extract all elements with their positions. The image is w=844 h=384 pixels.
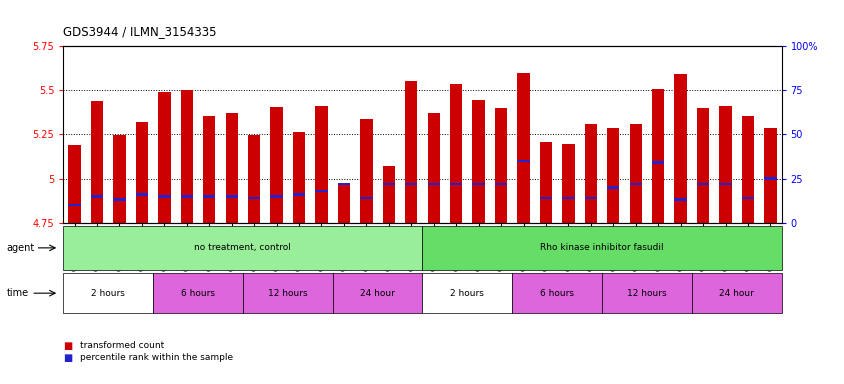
Bar [91, 101, 103, 223]
Bar [584, 197, 597, 199]
Bar [763, 128, 776, 223]
Text: ■: ■ [63, 341, 73, 351]
Bar [584, 124, 597, 223]
Bar [382, 166, 394, 223]
Text: agent: agent [7, 243, 35, 253]
Bar [517, 160, 529, 162]
Text: time: time [7, 288, 29, 298]
Bar [539, 142, 551, 223]
Bar [674, 74, 686, 223]
Text: 2 hours: 2 hours [91, 289, 125, 298]
Bar [629, 124, 641, 223]
Bar [113, 199, 126, 201]
Text: 2 hours: 2 hours [450, 289, 484, 298]
Bar [158, 92, 170, 223]
Bar [718, 182, 731, 185]
Text: percentile rank within the sample: percentile rank within the sample [80, 353, 233, 362]
Bar [203, 116, 215, 223]
Text: Rho kinase inhibitor fasudil: Rho kinase inhibitor fasudil [539, 243, 663, 252]
Bar [561, 197, 574, 199]
Bar [360, 197, 372, 199]
Bar [629, 182, 641, 185]
Bar [338, 184, 349, 223]
Bar [158, 195, 170, 197]
Bar [763, 177, 776, 180]
Text: 6 hours: 6 hours [539, 289, 573, 298]
Bar [495, 182, 506, 185]
Bar [91, 195, 103, 197]
Bar [696, 182, 708, 185]
Bar [270, 107, 283, 223]
Bar [561, 144, 574, 223]
Bar [203, 195, 215, 197]
Bar [427, 182, 440, 185]
Bar [315, 190, 327, 192]
Text: 24 hour: 24 hour [360, 289, 395, 298]
Text: no treatment, control: no treatment, control [194, 243, 291, 252]
Text: transformed count: transformed count [80, 341, 165, 351]
Bar [495, 108, 506, 223]
Bar [606, 186, 619, 189]
Bar [225, 195, 238, 197]
Bar [68, 145, 81, 223]
Bar [741, 197, 753, 199]
Bar [427, 113, 440, 223]
Bar [450, 84, 462, 223]
Bar [472, 182, 484, 185]
Bar [181, 90, 192, 223]
Bar [696, 108, 708, 223]
Bar [517, 73, 529, 223]
Bar [450, 182, 462, 185]
Bar [315, 106, 327, 223]
Bar [382, 182, 394, 185]
Bar [674, 199, 686, 201]
Bar [136, 122, 148, 223]
Bar [718, 106, 731, 223]
Bar [181, 195, 192, 197]
Bar [741, 116, 753, 223]
Bar [606, 128, 619, 223]
Bar [652, 161, 663, 164]
Bar [270, 195, 283, 197]
Bar [293, 132, 305, 223]
Text: GDS3944 / ILMN_3154335: GDS3944 / ILMN_3154335 [63, 25, 217, 38]
Bar [225, 113, 238, 223]
Bar [136, 193, 148, 196]
Bar [652, 89, 663, 223]
Bar [404, 81, 417, 223]
Bar [360, 119, 372, 223]
Text: ■: ■ [63, 353, 73, 362]
Bar [247, 197, 260, 199]
Bar [293, 193, 305, 196]
Bar [68, 204, 81, 206]
Text: 12 hours: 12 hours [626, 289, 666, 298]
Text: 24 hour: 24 hour [718, 289, 754, 298]
Bar [404, 182, 417, 185]
Text: 12 hours: 12 hours [268, 289, 307, 298]
Bar [472, 100, 484, 223]
Text: 6 hours: 6 hours [181, 289, 214, 298]
Bar [247, 135, 260, 223]
Bar [113, 135, 126, 223]
Bar [338, 182, 349, 185]
Bar [539, 197, 551, 199]
